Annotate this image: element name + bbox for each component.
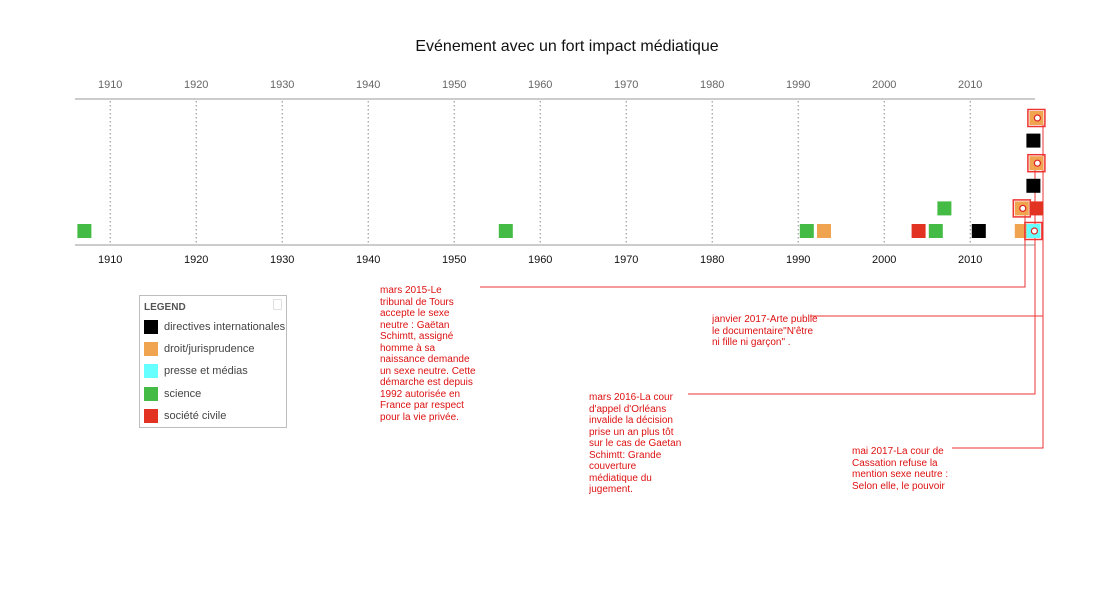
legend: LEGEND directives internationales droit/… [139, 295, 287, 428]
annotation-mars-2015[interactable]: mars 2015-Le tribunal de Tours accepte l… [380, 285, 476, 423]
bottom-tick-label-1910: 1910 [98, 254, 122, 266]
legend-title: LEGEND [144, 302, 186, 313]
top-tick-label-2010: 2010 [958, 79, 982, 91]
event-marker-science-1991-0[interactable] [799, 224, 814, 238]
top-tick-label-1940: 1940 [356, 79, 380, 91]
annotation-connector-3 [952, 237, 1044, 449]
legend-item-droit[interactable]: droit/jurisprudence [144, 341, 255, 357]
top-tick-label-1960: 1960 [528, 79, 552, 91]
legend-swatch-directives [144, 320, 158, 334]
annotation-janvier-2017[interactable]: janvier 2017-Arte publie le documentaire… [712, 314, 818, 348]
legend-item-presse[interactable]: presse et médias [144, 363, 248, 379]
axis-layer: 1910 1910 1920 1920 1930 1930 1940 1940 1950 1950… [75, 79, 1035, 266]
bottom-tick-label-1990: 1990 [786, 254, 810, 266]
top-tick-label-1990: 1990 [786, 79, 810, 91]
legend-item-directives[interactable]: directives internationales [144, 319, 285, 335]
bottom-tick-label-1930: 1930 [270, 254, 294, 266]
annotation-connector-0 [480, 215, 1026, 288]
event-marker-droit-2017-5-anchor-dot [1033, 114, 1042, 122]
event-marker-societe-2017-1[interactable] [1029, 201, 1044, 216]
legend-label-directives: directives internationales [164, 321, 286, 333]
bottom-tick-label-1960: 1960 [528, 254, 552, 266]
legend-item-societe[interactable]: société civile [144, 408, 226, 424]
top-tick-label-1910: 1910 [98, 79, 122, 91]
event-marker-science-2007-1[interactable] [937, 201, 952, 216]
bottom-tick-label-1950: 1950 [442, 254, 466, 266]
event-marker-droit-2017-3-anchor-dot [1033, 159, 1042, 167]
event-marker-droit-2016-1-anchor-dot [1019, 204, 1027, 212]
annotation-mars-2016[interactable]: mars 2016-La cour d'appel d'Orléans inva… [589, 392, 685, 495]
legend-label-societe: société civile [164, 410, 227, 422]
top-tick-label-1950: 1950 [442, 79, 466, 91]
legend-minimize-icon[interactable] [273, 299, 282, 310]
legend-label-science: science [164, 388, 202, 400]
top-tick-label-1930: 1930 [270, 79, 294, 91]
event-marker-science-1907-0[interactable] [77, 224, 92, 238]
event-marker-presse-2017-0-highlight [1024, 221, 1043, 241]
event-marker-directives-2017-2[interactable] [1026, 178, 1041, 193]
event-marker-droit-2017-3-highlight [1027, 153, 1046, 173]
bottom-tick-label-1980: 1980 [700, 254, 724, 266]
event-marker-societe-2004-0[interactable] [911, 224, 926, 238]
grid-layer [109, 101, 971, 245]
bottom-tick-label-1920: 1920 [184, 254, 208, 266]
bottom-tick-label-2010: 2010 [958, 254, 982, 266]
legend-label-droit: droit/jurisprudence [164, 343, 255, 355]
top-tick-label-1970: 1970 [614, 79, 638, 91]
top-tick-label-1980: 1980 [700, 79, 724, 91]
legend-item-science[interactable]: science [144, 386, 201, 402]
top-tick-label-2000: 2000 [872, 79, 896, 91]
annotation-connector-2 [688, 170, 1036, 395]
event-marker-science-2006-0[interactable] [928, 224, 943, 238]
connector-layer [480, 123, 1044, 449]
event-marker-droit-2017-5-highlight [1027, 108, 1046, 128]
event-marker-droit-1993-0[interactable] [817, 224, 831, 238]
event-marker-science-1956-0[interactable] [498, 224, 513, 238]
marker-layer [77, 108, 1046, 241]
legend-label-presse: presse et médias [164, 365, 248, 377]
event-marker-directives-2017-4[interactable] [1026, 133, 1041, 148]
legend-swatch-droit [144, 342, 158, 356]
top-tick-label-1920: 1920 [184, 79, 208, 91]
event-marker-directives-2011-0[interactable] [971, 224, 986, 238]
chart-title: Evénement avec un fort impact médiatique [415, 38, 718, 55]
bottom-tick-label-1940: 1940 [356, 254, 380, 266]
legend-swatch-presse [144, 364, 158, 378]
event-marker-presse-2017-0-anchor-dot [1030, 227, 1039, 235]
bottom-tick-label-1970: 1970 [614, 254, 638, 266]
legend-swatch-societe [144, 409, 158, 423]
annotation-mai-2017[interactable]: mai 2017-La cour de Cassation refuse la … [852, 446, 951, 492]
bottom-tick-label-2000: 2000 [872, 254, 896, 266]
legend-swatch-science [144, 387, 158, 401]
